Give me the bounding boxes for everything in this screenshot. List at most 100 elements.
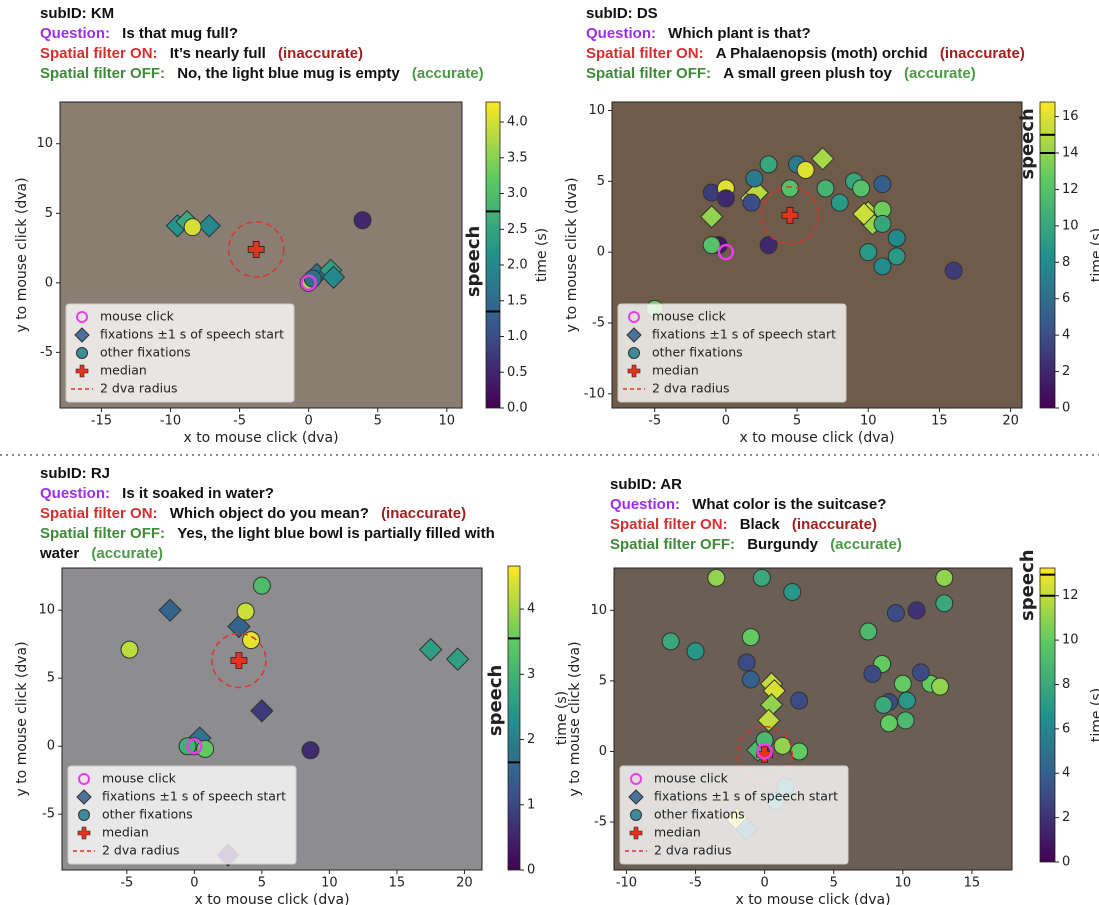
- x-tick-label: 10: [321, 876, 338, 891]
- x-tick-label: -5: [689, 876, 702, 891]
- other-fixation: [873, 257, 892, 276]
- colorbar-tick-label: 10: [1062, 633, 1079, 648]
- other-fixation: [887, 229, 906, 247]
- other-fixation: [353, 211, 372, 230]
- x-axis-label: x to mouse click (dva): [739, 430, 894, 446]
- legend-label: mouse click: [654, 771, 729, 786]
- other-fixation: [852, 179, 871, 198]
- header-line: Question: Is it soaked in water?: [40, 484, 516, 504]
- legend-icon: [628, 347, 640, 359]
- colorbar-tick-label: 12: [1062, 588, 1079, 603]
- x-tick-label: -10: [160, 414, 181, 429]
- other-fixation: [745, 169, 764, 188]
- mouse-click: [756, 743, 773, 760]
- colorbar: [485, 101, 501, 409]
- header-line: Question: Which plant is that?: [586, 24, 1096, 44]
- colorbar-tick-label: 3: [527, 667, 535, 682]
- other-fixation: [896, 711, 915, 730]
- header-text: Black: [739, 516, 780, 533]
- x-tick-label: 10: [439, 414, 456, 429]
- legend-label: 2 dva radius: [654, 843, 732, 858]
- header-text: (inaccurate): [791, 516, 877, 533]
- header-line: Spatial filter OFF: Yes, the light blue …: [40, 524, 516, 564]
- colorbar-tick-label: 6: [1062, 721, 1070, 736]
- x-tick-label: 20: [456, 876, 473, 891]
- colorbar-tick-label: 3.0: [507, 186, 528, 201]
- other-fixation: [931, 677, 950, 696]
- other-fixation: [120, 640, 139, 659]
- x-tick-label: -5: [233, 414, 246, 429]
- other-fixation: [863, 664, 882, 683]
- y-tick-label: 0: [597, 245, 605, 260]
- radius-circle: [760, 186, 820, 245]
- plot-area: [165, 209, 372, 292]
- y-tick-label: -5: [42, 807, 55, 822]
- colorbar: [507, 565, 521, 871]
- colorbar: [1039, 567, 1056, 863]
- legend-label: 2 dva radius: [652, 381, 730, 396]
- y-tick-label: 5: [597, 174, 605, 189]
- header-text: Yes, the light blue bowl is partially fi…: [40, 525, 495, 562]
- header-line: Spatial filter OFF: A small green plush …: [586, 64, 1096, 84]
- header-text: Spatial filter ON:: [610, 516, 728, 533]
- y-axis-label: y to mouse click (dva): [14, 177, 30, 332]
- colorbar-tick-label: 0.0: [507, 401, 528, 416]
- legend-box: [617, 303, 847, 403]
- panel-header: subID: AR Question: What color is the su…: [610, 475, 1080, 555]
- colorbar-tick-label: 0: [1062, 855, 1070, 870]
- other-fixation: [242, 631, 261, 650]
- mouse-click: [717, 243, 735, 261]
- colorbar-tick-label: 2: [527, 732, 535, 747]
- x-axis-label: x to mouse click (dva): [735, 892, 890, 905]
- panel-header: subID: DS Question: Which plant is that?…: [586, 4, 1096, 84]
- plot-area: [645, 146, 963, 318]
- header-line: Question: Is that mug full?: [40, 24, 560, 44]
- legend-label: fixations ±1 s of speech start: [102, 789, 286, 804]
- x-tick-label: 0: [760, 876, 768, 891]
- speech-fixation: [852, 202, 876, 226]
- y-tick-label: 0: [47, 739, 55, 754]
- header-text: Spatial filter ON:: [40, 505, 158, 522]
- colorbar-tick-label: 0: [527, 863, 535, 878]
- header-text: No, the light blue mug is empty: [177, 65, 400, 82]
- colorbar: [1039, 101, 1056, 409]
- header-text: Question:: [610, 496, 680, 513]
- legend-label: 2 dva radius: [102, 843, 180, 858]
- x-tick-label: 0: [190, 876, 198, 891]
- speech-fixation: [197, 214, 221, 238]
- other-fixation: [661, 632, 680, 651]
- header-line: Question: What color is the suitcase?: [610, 495, 1080, 515]
- header-text: Which object do you mean?: [169, 505, 369, 522]
- colorbar-tick-label: 0: [1062, 401, 1070, 416]
- y-tick-label: 0: [45, 275, 53, 290]
- colorbar-label: time (s): [1089, 688, 1099, 742]
- y-axis-label: y to mouse click (dva): [567, 641, 583, 796]
- colorbar-tick-label: 2.5: [507, 222, 528, 237]
- speech-fixation: [445, 647, 470, 671]
- speech-label: speech: [463, 226, 484, 298]
- legend-box: [67, 765, 297, 865]
- x-tick-label: 15: [389, 876, 406, 891]
- header-line: Spatial filter ON: It’s nearly full (ina…: [40, 44, 560, 64]
- header-line: subID: KM: [40, 4, 560, 24]
- x-tick-label: 5: [258, 876, 266, 891]
- x-tick-label: -5: [120, 876, 133, 891]
- radius-circle: [227, 221, 285, 278]
- colorbar-tick-label: 4.0: [507, 115, 528, 130]
- header-text: subID: RJ: [40, 465, 111, 482]
- colorbar-tick-label: 0.5: [507, 365, 528, 380]
- header-text: Spatial filter OFF:: [586, 65, 712, 82]
- legend-label: median: [100, 363, 147, 378]
- header-text: subID: DS: [586, 5, 658, 22]
- legend-label: median: [652, 363, 699, 378]
- header-line: subID: AR: [610, 475, 1080, 495]
- header-text: (inaccurate): [278, 45, 364, 62]
- axes-frame: [613, 567, 1013, 871]
- y-tick-label: -5: [594, 815, 607, 830]
- header-text: It’s nearly full: [169, 45, 266, 62]
- other-fixation: [759, 155, 778, 174]
- legend-icon: [629, 826, 643, 840]
- header-text: (inaccurate): [939, 45, 1025, 62]
- legend-icon: [628, 789, 644, 805]
